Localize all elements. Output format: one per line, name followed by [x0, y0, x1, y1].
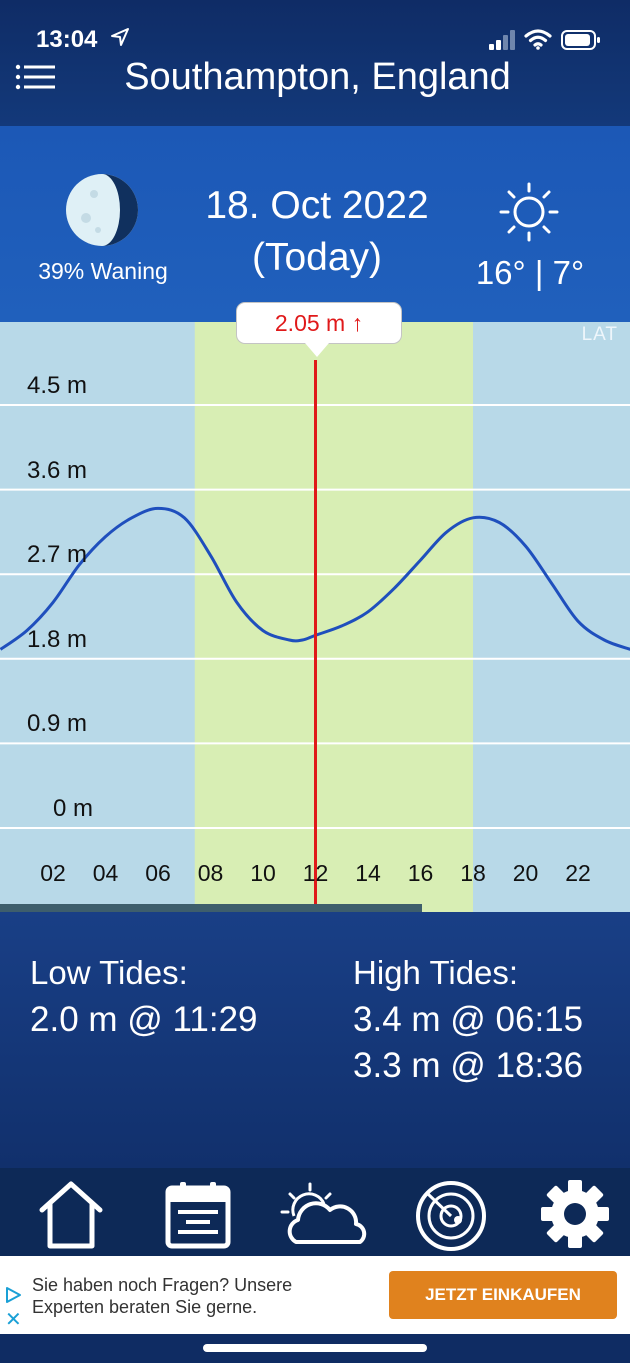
date-label: 18. Oct 2022: [205, 184, 429, 227]
low-tide-entry: 2.0 m @ 11:29: [30, 1000, 258, 1039]
home-indicator-area: [0, 1334, 630, 1363]
day-summary: 39% Waning 18. Oct 2022 (Today) 16° | 7°: [0, 126, 630, 322]
y-axis-tick-label: 0.9 m: [27, 710, 88, 738]
ad-text: Sie haben noch Fragen? Unsere Experten b…: [32, 1274, 352, 1318]
moon-phase-icon: [66, 174, 138, 246]
x-axis-tick-label: 22: [565, 860, 591, 886]
x-axis-tick-label: 02: [40, 860, 66, 886]
settings-icon[interactable]: [540, 1176, 610, 1252]
tide-info: Low Tides: 2.0 m @ 11:29 High Tides: 3.4…: [0, 912, 630, 1168]
tide-chart[interactable]: LAT 4.5 m 3.6 m 2.7 m 1.8 m 0.9 m 0 m 02 04 06 0…: [0, 322, 630, 912]
x-axis-tick-label: 16: [407, 860, 434, 886]
high-tide-entry: 3.4 m @ 06:15: [353, 1000, 584, 1039]
x-axis-tick-label: 08: [197, 860, 224, 886]
ad-text-line: Sie haben noch Fragen? Unsere: [32, 1275, 293, 1295]
ad-choices-icon[interactable]: [4, 1286, 22, 1304]
battery-icon: [561, 30, 600, 50]
weather-icon[interactable]: [276, 1176, 372, 1252]
wifi-icon: [524, 29, 552, 50]
menu-icon[interactable]: [15, 63, 57, 91]
ad-banner[interactable]: ✕ Sie haben noch Fragen? Unsere Experten…: [0, 1256, 630, 1334]
chart-scroll-indicator[interactable]: [0, 904, 422, 912]
home-indicator[interactable]: [203, 1344, 427, 1352]
tab-bar: [0, 1168, 630, 1256]
y-axis-tick-label: 4.5 m: [27, 372, 88, 399]
x-axis-tick-label: 20: [512, 860, 539, 886]
daylight-band: [194, 322, 473, 912]
temperature-label: 16° | 7°: [475, 254, 585, 291]
x-axis-tick-label: 18: [460, 860, 486, 886]
datum-label: LAT: [581, 324, 618, 345]
app-header: 13:04 Southampton, England: [0, 0, 630, 126]
y-axis-tick-label: 0 m: [53, 795, 94, 822]
page-title: Southampton, England: [124, 56, 511, 98]
cellular-signal-icon: [489, 30, 515, 50]
ad-close-icon[interactable]: ✕: [5, 1309, 22, 1331]
y-axis-tick-label: 1.8 m: [27, 625, 88, 653]
x-axis-tick-label: 12: [302, 860, 329, 886]
current-level-callout: 2.05 m ↑: [236, 302, 402, 357]
location-arrow-icon: [111, 28, 129, 46]
y-axis-tick-label: 3.6 m: [27, 456, 88, 484]
x-axis-tick-label: 06: [145, 860, 171, 886]
x-axis-tick-label: 04: [92, 860, 119, 886]
high-tides-heading: High Tides:: [353, 954, 519, 991]
ad-text-line: Experten beraten Sie gerne.: [32, 1297, 258, 1317]
high-tide-entry: 3.3 m @ 18:36: [353, 1046, 584, 1085]
radar-icon[interactable]: [414, 1176, 488, 1252]
calendar-icon[interactable]: [164, 1176, 232, 1252]
low-tides-heading: Low Tides:: [30, 954, 188, 991]
tide-chart-plot: [0, 322, 630, 912]
x-axis-tick-label: 10: [250, 860, 276, 886]
sun-icon: [499, 182, 559, 242]
x-axis-tick-label: 14: [355, 860, 381, 886]
home-icon[interactable]: [36, 1176, 106, 1252]
ad-cta-button[interactable]: JETZT EINKAUFEN: [389, 1271, 617, 1319]
status-time: 13:04: [36, 26, 98, 53]
y-axis-tick-label: 2.7 m: [27, 541, 88, 569]
moon-phase-label: 39% Waning: [38, 258, 168, 284]
tide-curve: [0, 506, 630, 651]
today-label: (Today): [251, 236, 383, 279]
